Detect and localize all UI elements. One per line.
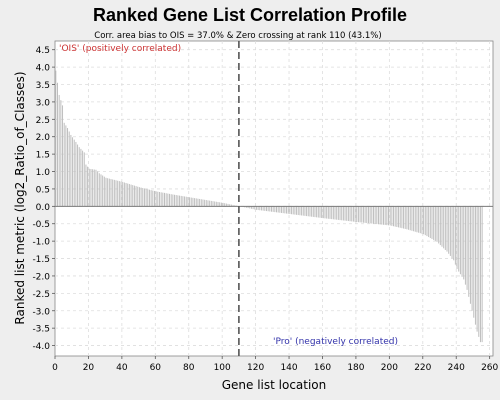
x-tick-label: 100 [214, 363, 231, 373]
y-tick-label: -1.5 [32, 255, 50, 265]
x-tick-label: 0 [52, 363, 58, 373]
y-tick-label: -1.0 [32, 238, 50, 248]
x-tick-label: 40 [116, 363, 128, 373]
chart-title: Ranked Gene List Correlation Profile [93, 5, 407, 25]
y-tick-label: 3.5 [36, 81, 50, 91]
y-tick-label: 1.5 [36, 151, 50, 161]
x-tick-label: 180 [347, 363, 364, 373]
y-tick-label: 2.5 [36, 116, 50, 126]
y-tick-label: 0.0 [36, 203, 51, 213]
y-axis-label: Ranked list metric (log2_Ratio_of_Classe… [13, 71, 27, 324]
x-tick-label: 240 [448, 363, 465, 373]
y-tick-label: 4.5 [36, 46, 50, 56]
y-tick-label: -2.5 [32, 290, 50, 300]
x-tick-label: 200 [381, 363, 398, 373]
x-tick-label: 160 [314, 363, 331, 373]
x-tick-label: 120 [247, 363, 264, 373]
x-tick-label: 80 [183, 363, 195, 373]
y-tick-label: -3.0 [32, 307, 50, 317]
x-axis-label: Gene list location [222, 378, 327, 392]
y-tick-label: 4.0 [36, 64, 51, 74]
y-tick-label: 3.0 [36, 98, 51, 108]
y-tick-label: -4.0 [32, 342, 50, 352]
y-tick-label: 1.0 [36, 168, 51, 178]
chart-subtitle: Corr. area bias to OIS = 37.0% & Zero cr… [94, 31, 381, 41]
y-tick-label: -2.0 [32, 272, 50, 282]
x-tick-label: 20 [83, 363, 95, 373]
x-tick-label: 60 [150, 363, 162, 373]
axis-layer: 0 20 40 60 80 100 120 140 160 180 200 220 240 260 -4.0… [32, 46, 498, 373]
x-tick-label: 140 [280, 363, 297, 373]
grid-layer [55, 41, 493, 356]
y-tick-label: -0.5 [32, 220, 50, 230]
y-tick-label: -3.5 [32, 325, 50, 335]
x-tick-label: 220 [414, 363, 431, 373]
positive-correlation-label: 'OIS' (positively correlated) [59, 44, 181, 54]
bar-layer [55, 41, 493, 356]
x-tick-label: 260 [481, 363, 498, 373]
negative-correlation-label: 'Pro' (negatively correlated) [273, 337, 398, 347]
y-tick-label: 2.0 [36, 133, 51, 143]
y-tick-label: 0.5 [36, 185, 50, 195]
